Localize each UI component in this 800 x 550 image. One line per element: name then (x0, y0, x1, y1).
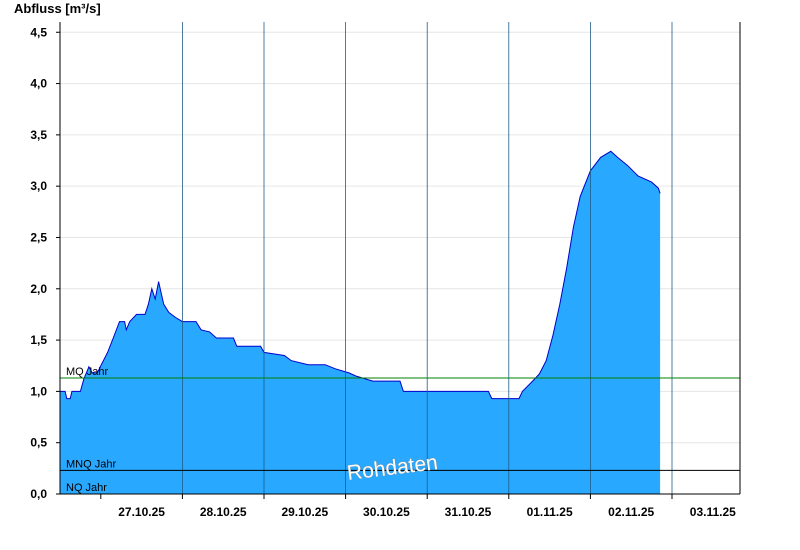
reference-line-label: MQ Jahr (66, 366, 109, 378)
y-tick-label: 0,0 (30, 487, 47, 501)
reference-line-label: NQ Jahr (66, 482, 107, 494)
x-tick-label: 27.10.25 (118, 505, 165, 519)
y-tick-label: 3,0 (30, 179, 47, 193)
reference-line-label: MNQ Jahr (66, 458, 116, 470)
y-tick-label: 0,5 (30, 436, 47, 450)
y-tick-label: 4,0 (30, 77, 47, 91)
y-ticks: 0,0 0,5 1,0 1,5 2,0 2,5 3,0 3,5 4,0 4,5 (30, 25, 60, 501)
y-tick-label: 2,0 (30, 282, 47, 296)
y-tick-label: 4,5 (30, 25, 47, 39)
x-ticks: 27.10.25 28.10.25 29.10.25 30.10.25 31.10.25… (100, 494, 736, 519)
x-tick-label: 30.10.25 (363, 505, 410, 519)
x-tick-label: 31.10.25 (445, 505, 492, 519)
y-axis-label: Abfluss [m³/s] (14, 1, 101, 16)
x-tick-label: 03.11.25 (690, 505, 736, 519)
x-tick-label: 28.10.25 (200, 505, 247, 519)
x-tick-label: 01.11.25 (527, 505, 573, 519)
day-dividers (181, 22, 673, 494)
y-tick-label: 3,5 (30, 128, 47, 142)
y-tick-label: 1,0 (30, 384, 47, 398)
discharge-line (60, 150, 661, 400)
y-tick-label: 2,5 (30, 230, 47, 244)
x-tick-label: 29.10.25 (281, 505, 328, 519)
discharge-area (60, 151, 661, 495)
axes (59, 22, 741, 495)
x-tick-label: 02.11.25 (608, 505, 654, 519)
y-tick-label: 1,5 (30, 333, 47, 347)
